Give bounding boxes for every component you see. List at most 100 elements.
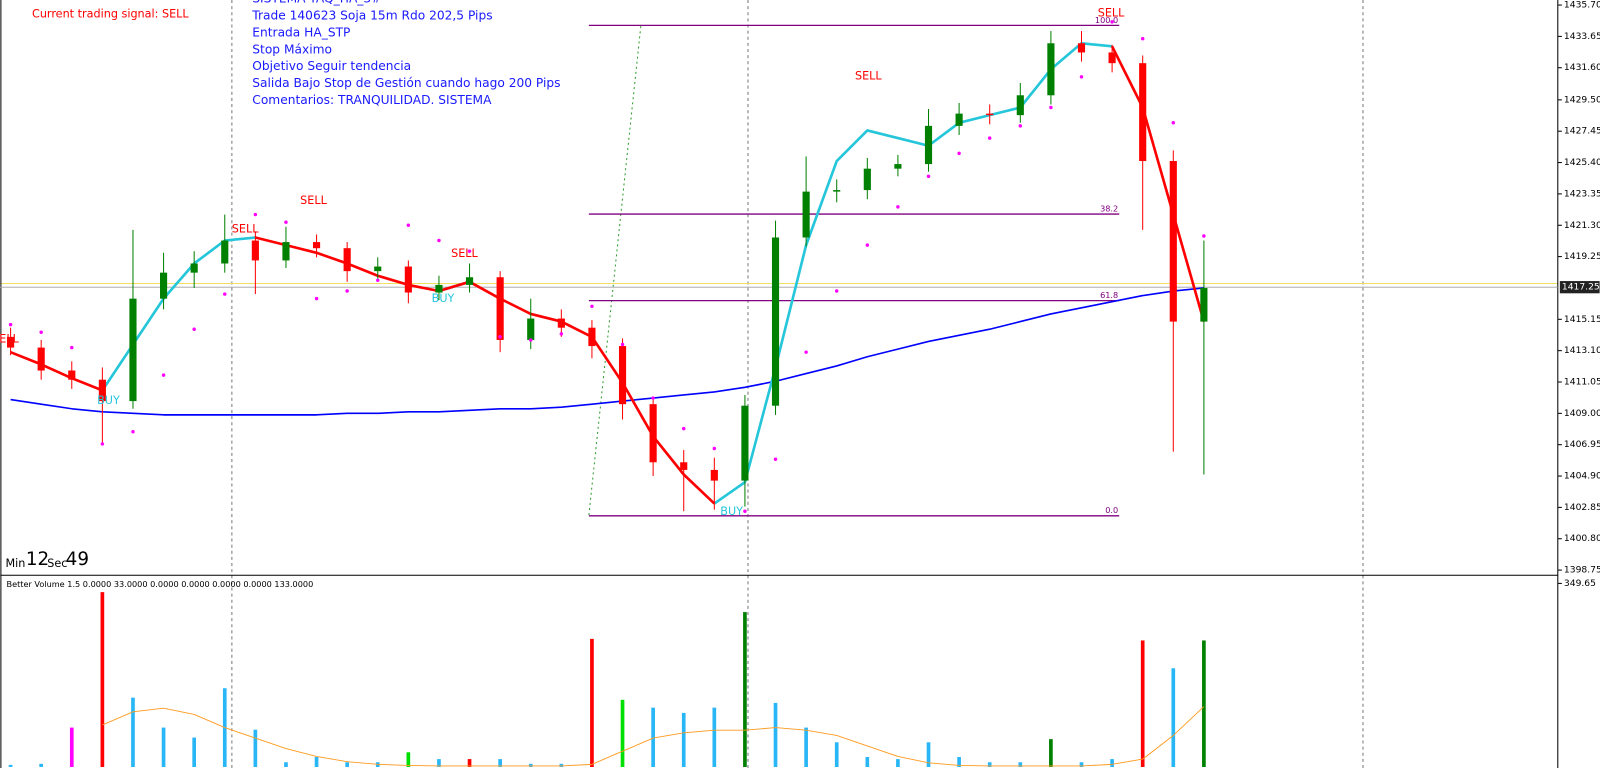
y-tick-label: 1406.95 [1564, 439, 1600, 450]
candle-body [1016, 95, 1024, 116]
signal-text: Current trading signal: SELL [32, 7, 189, 20]
volume-bar [865, 757, 870, 767]
volume-bar [987, 762, 992, 767]
sar-dot [712, 446, 717, 451]
volume-bar [590, 638, 594, 767]
indicator-line [102, 706, 1205, 767]
candle-body [618, 346, 627, 405]
timer-min: 12 [26, 549, 49, 570]
sar-dot [957, 151, 961, 156]
trend-line [588, 25, 642, 516]
candle-body [496, 277, 504, 340]
info-line: Comentarios: TRANQUILIDAD. SISTEMA [252, 93, 492, 107]
timer-sec: 49 [66, 549, 89, 570]
sar-dot [804, 350, 808, 354]
sar-dot [131, 429, 135, 434]
sar-dot [1171, 121, 1176, 125]
info-line: Objetivo Seguir tendencia [252, 59, 411, 73]
volume-bar [651, 707, 655, 767]
volume-bar [926, 742, 931, 767]
volume-bar [498, 759, 502, 767]
sar-dot [39, 330, 43, 335]
volume-title: Better Volume 1.5 0.0000 33.0000 0.0000 … [7, 579, 314, 589]
candle-body [1077, 43, 1086, 53]
y-tick-label: 1415.15 [1564, 314, 1600, 325]
candle-body [741, 405, 749, 481]
signal-label: SELL [232, 222, 259, 235]
signal-label: SELL [451, 247, 478, 260]
candle-body [190, 263, 198, 273]
indicator-line [10, 350, 103, 392]
fib-label: 0.0 [1105, 505, 1118, 515]
candle-body [465, 277, 474, 285]
last-price-box [1559, 281, 1600, 294]
signal-label: SELL [1098, 6, 1125, 19]
candle-body [894, 164, 902, 169]
candle-body [955, 113, 963, 126]
sar-dot [192, 327, 196, 331]
volume-bar [192, 737, 197, 767]
indicator-line [713, 41, 1113, 505]
y-tick-label: 1431.60 [1564, 62, 1600, 73]
candle-body [1108, 52, 1116, 64]
sar-dot [376, 278, 380, 283]
info-line: Salida Bajo Stop de Gestión cuando hago … [252, 76, 560, 90]
signal-label: BUY [720, 505, 743, 518]
candle-body [7, 336, 15, 348]
y-tick-label: 1411.05 [1564, 376, 1600, 387]
sar-dot [865, 243, 870, 247]
candle-body [68, 370, 76, 380]
candle-body [435, 284, 443, 293]
sar-dot [529, 338, 533, 342]
candle-body [251, 240, 259, 261]
candle-body [160, 272, 168, 299]
y-tick-label: 1398.75 [1564, 565, 1600, 576]
volume-bar [1110, 759, 1114, 767]
timer: Min 12 Sec 49 [5, 549, 89, 570]
candle-body [312, 242, 321, 249]
sar-dot [1202, 234, 1206, 238]
indicator-line [10, 287, 1204, 416]
sar-dot [223, 292, 227, 296]
sar-dot [345, 289, 349, 293]
sar-dot [161, 373, 166, 377]
candle-body [129, 298, 137, 402]
volume-bar [161, 727, 166, 767]
sar-dot [1110, 20, 1114, 24]
candle-body [833, 190, 841, 192]
candle-body [1169, 161, 1177, 322]
sar-dot [834, 289, 839, 293]
y-tick-label: 1402.85 [1564, 502, 1600, 513]
candle-body [557, 318, 565, 328]
timer-sec-label: Sec [47, 557, 67, 570]
signal-label: BUY [97, 394, 120, 407]
sar-dot [406, 223, 411, 227]
volume-bar [406, 752, 411, 767]
volume-bar [1202, 640, 1206, 767]
volume-bar [681, 712, 686, 767]
volume-bar [437, 759, 441, 767]
volume-bar [1171, 668, 1176, 767]
y-tick-label: 1413.10 [1564, 345, 1600, 356]
signal-label: BUY [432, 292, 455, 305]
volume-bar [345, 762, 349, 767]
sar-dot [896, 205, 900, 209]
sar-dot [681, 426, 686, 431]
sar-dot [620, 342, 625, 347]
volume-bar [1140, 640, 1145, 767]
sar-dot [314, 296, 319, 301]
sar-dot [100, 442, 105, 446]
candle-body [924, 125, 933, 165]
candle-body [863, 168, 871, 191]
sar-dot [651, 396, 655, 400]
sar-dot [437, 238, 441, 243]
last-price-label: 1417.25 [1562, 282, 1600, 293]
volume-bar [773, 702, 778, 767]
timer-min-label: Min [5, 557, 25, 570]
y-tick-label: 1409.00 [1564, 408, 1600, 419]
fib-label: 61.8 [1100, 290, 1118, 300]
sar-dot [773, 457, 778, 461]
candle-body [343, 248, 351, 272]
volume-bar [284, 762, 288, 767]
volume-bar [131, 697, 135, 767]
